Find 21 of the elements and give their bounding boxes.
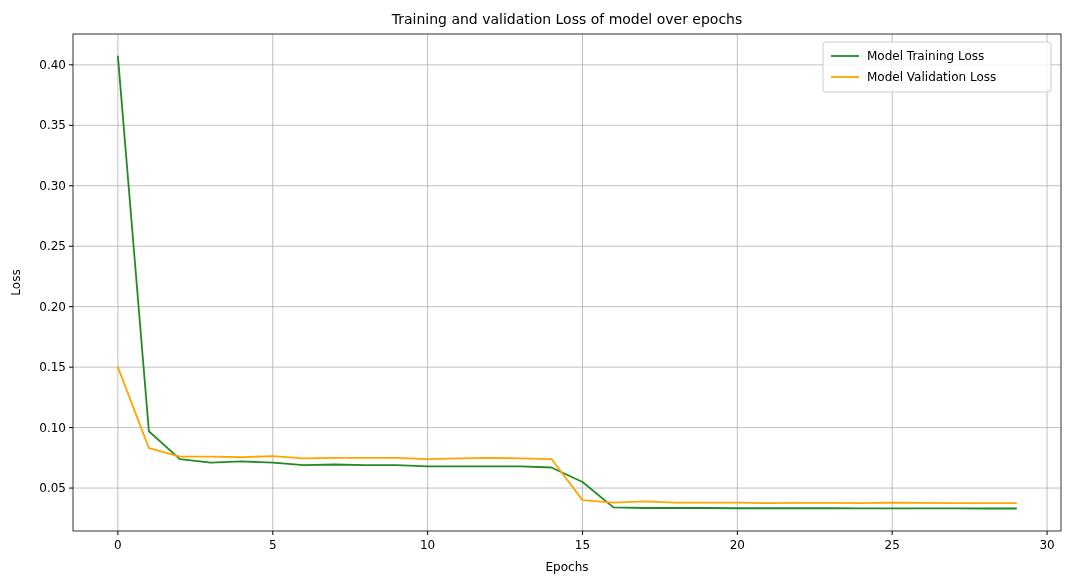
chart-title: Training and validation Loss of model over epochs — [390, 11, 743, 27]
x-tick-label: 0 — [114, 538, 122, 552]
legend-label: Model Training Loss — [867, 49, 985, 64]
y-tick-label: 0.15 — [39, 360, 66, 375]
y-axis-title: Loss — [9, 269, 23, 296]
line-series — [117, 366, 1017, 505]
x-tick-label: 30 — [1039, 538, 1055, 552]
y-tick-label: 0.35 — [39, 118, 66, 133]
x-tick-label: 10 — [419, 538, 436, 552]
y-tick-label: 0.25 — [39, 239, 66, 254]
x-axis-title: Epochs — [545, 560, 589, 574]
x-tick-label: 25 — [884, 538, 900, 552]
y-tick-label: 0.40 — [39, 58, 66, 73]
x-tick-label: 5 — [268, 538, 277, 552]
y-tick-label: 0.05 — [39, 481, 66, 496]
y-tick-label: 0.30 — [39, 178, 66, 193]
x-tick-label: 15 — [574, 538, 591, 552]
legend-label: Model Validation Loss — [867, 70, 997, 85]
y-tick-label: 0.10 — [39, 420, 66, 435]
y-tick-label: 0.20 — [39, 299, 66, 314]
x-tick-label: 20 — [729, 538, 745, 552]
